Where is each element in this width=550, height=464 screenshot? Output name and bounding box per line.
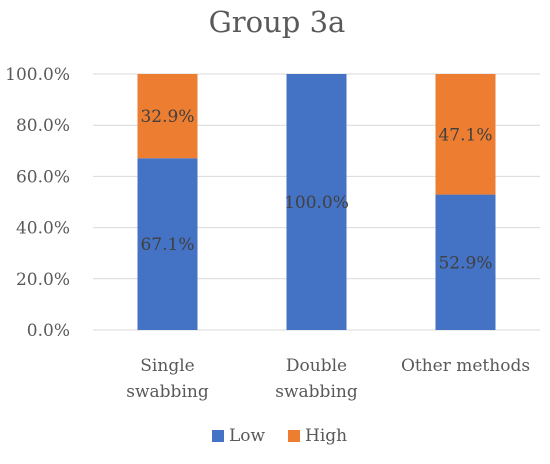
data-label: 32.9% — [140, 107, 194, 127]
bar-low — [137, 158, 198, 330]
bar-high — [137, 74, 198, 159]
x-axis: Single swabbing Double swabbing Other method… — [126, 356, 530, 402]
legend-label-low: Low — [229, 426, 266, 446]
y-tick-label: 60.0% — [16, 167, 70, 187]
y-tick-label: 100.0% — [5, 65, 70, 85]
x-tick-label: Single swabbing — [126, 356, 209, 402]
data-label: 52.9% — [438, 253, 492, 273]
bar-high — [435, 74, 496, 195]
chart-title: Group 3a — [209, 5, 346, 39]
bars: 67.1% 32.9% 100.0% 52.9% 47.1% — [137, 74, 496, 330]
y-tick-label: 40.0% — [16, 219, 70, 239]
legend-label-high: High — [305, 426, 347, 446]
bar-low — [435, 194, 496, 330]
legend-swatch-high — [288, 430, 300, 442]
data-label: 100.0% — [284, 193, 349, 213]
legend: Low High — [212, 426, 347, 446]
x-tick-label: Double swabbing — [275, 356, 358, 402]
y-axis: 0.0% 20.0% 40.0% 60.0% 80.0% 100.0% — [5, 65, 70, 341]
legend-swatch-low — [212, 430, 224, 442]
y-tick-label: 0.0% — [27, 321, 70, 341]
x-tick-label: Other methods — [401, 356, 530, 376]
y-tick-label: 20.0% — [16, 270, 70, 290]
bar-low — [286, 74, 347, 330]
y-tick-label: 80.0% — [16, 116, 70, 136]
data-label: 67.1% — [140, 235, 194, 255]
data-label: 47.1% — [438, 125, 492, 145]
